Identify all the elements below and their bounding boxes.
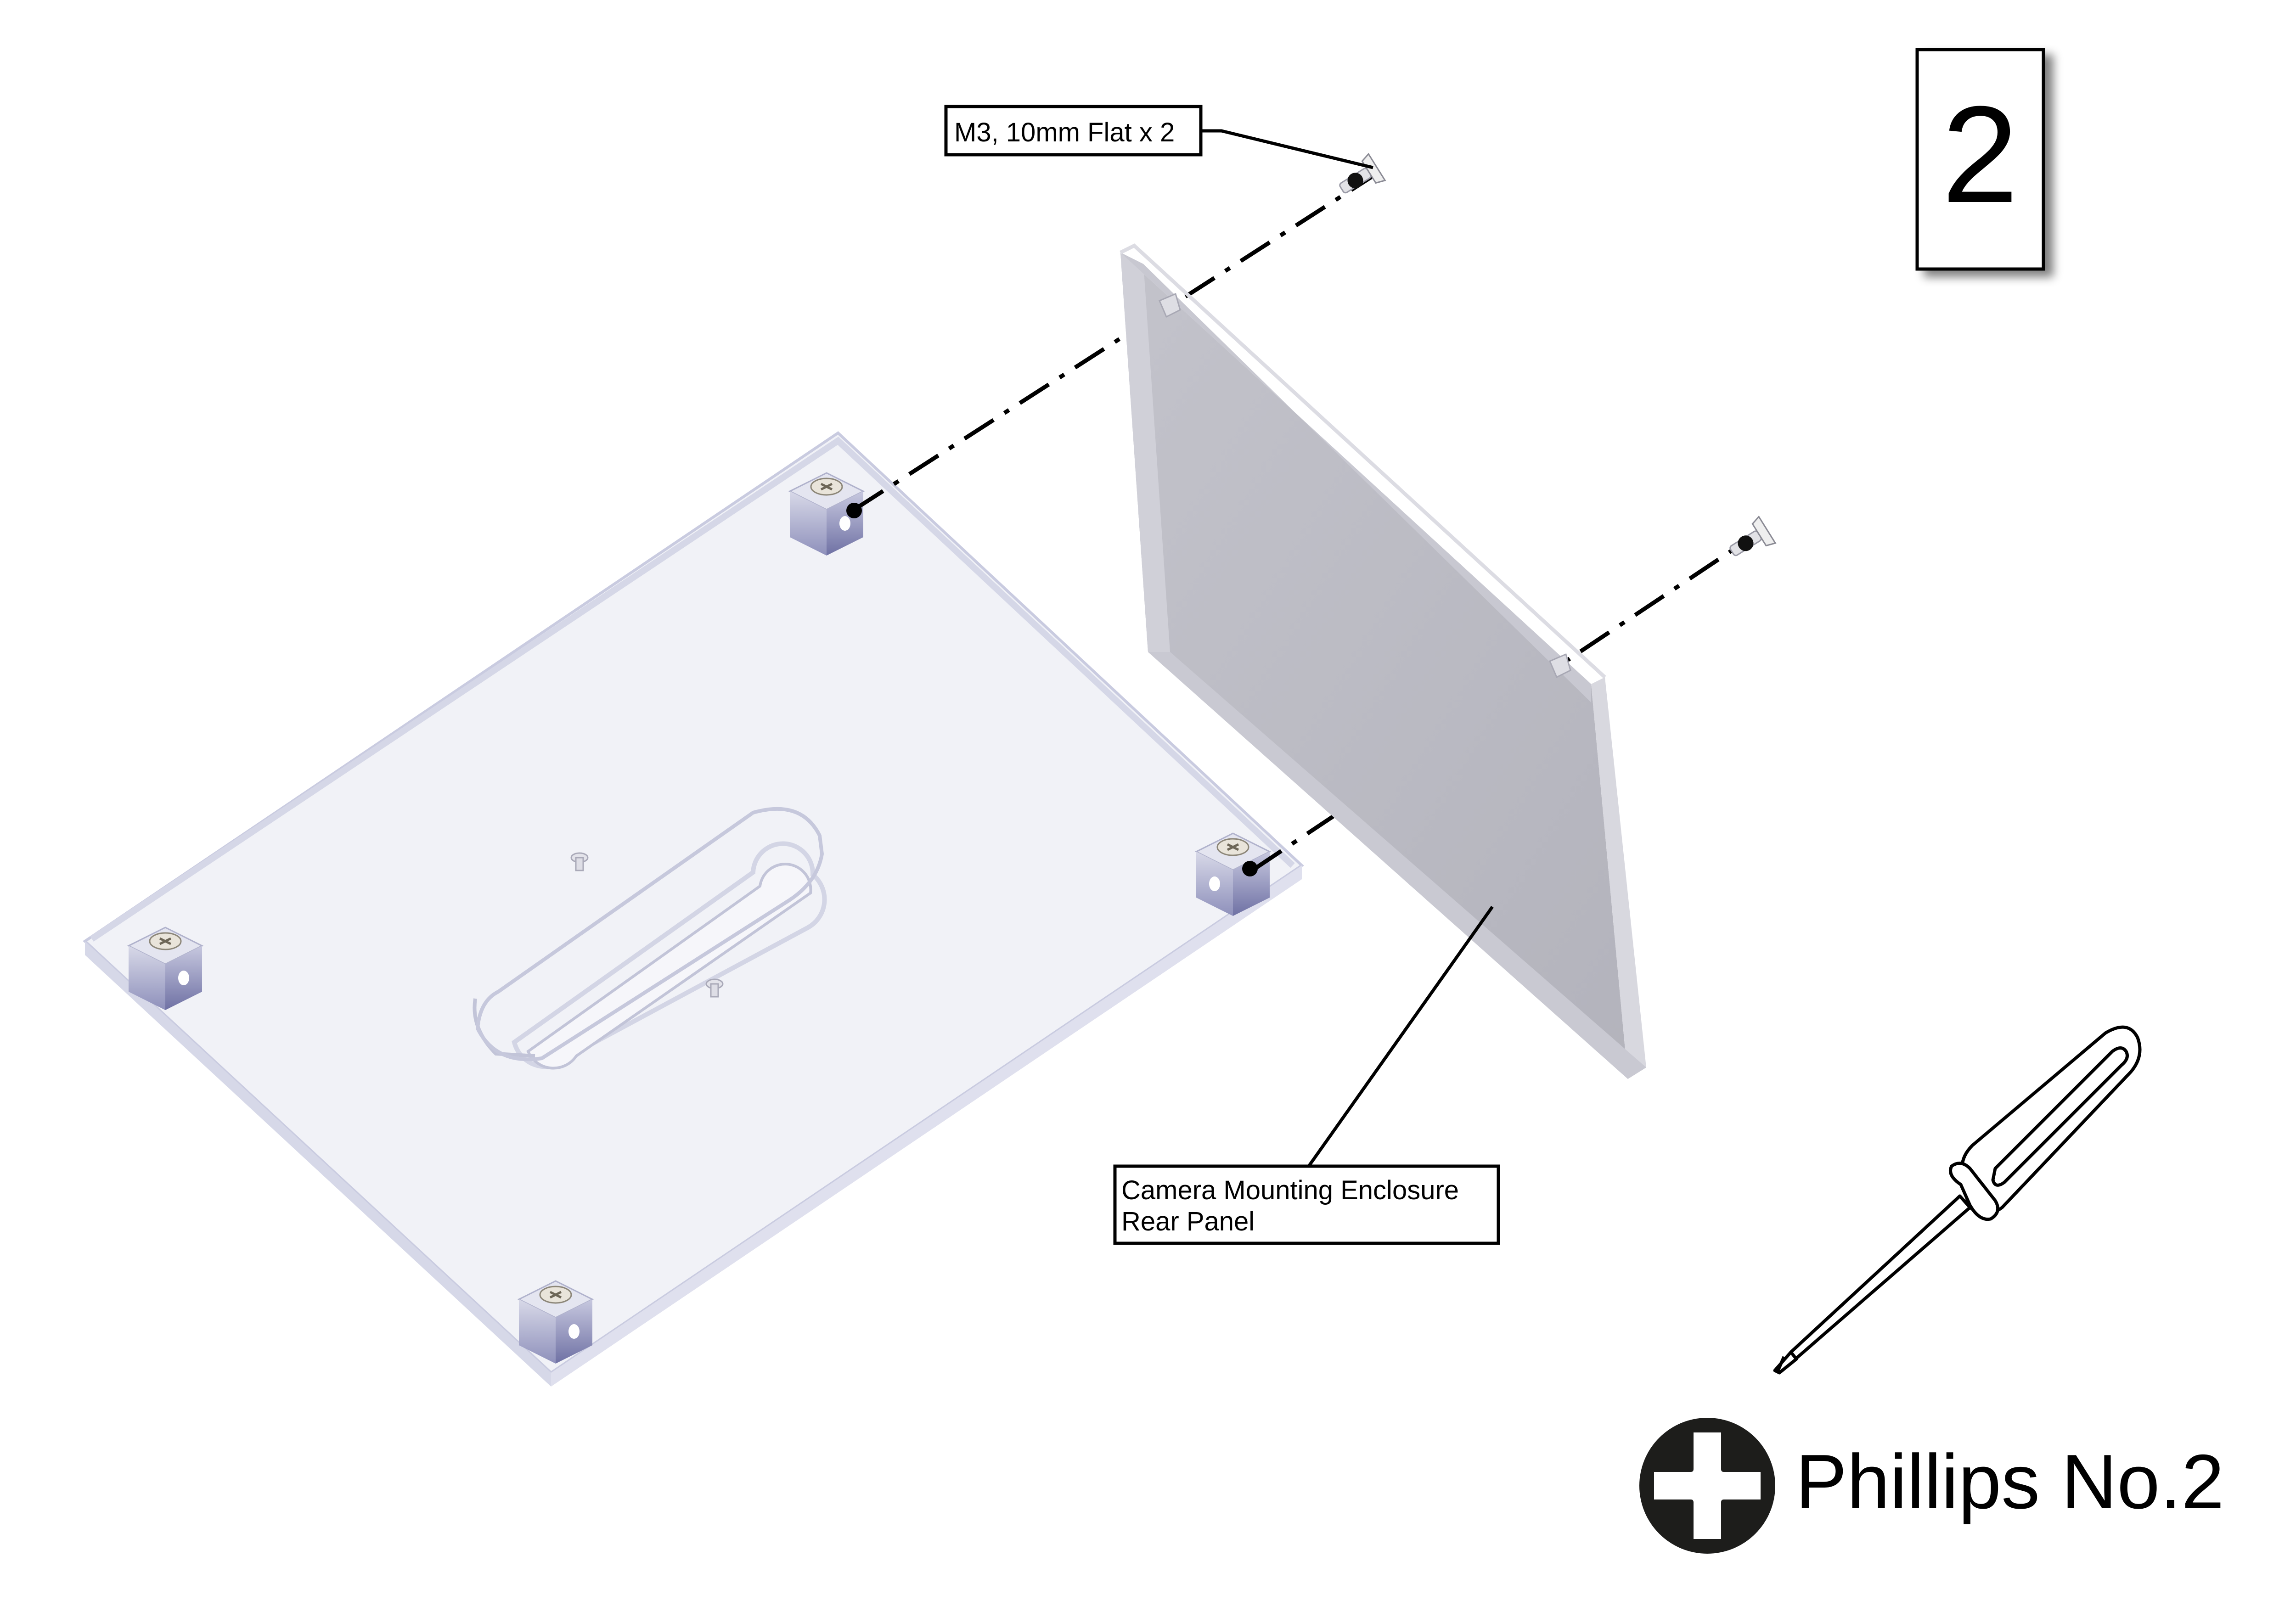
step-number: 2 xyxy=(1942,77,2019,231)
step-number-box xyxy=(1915,48,2045,271)
screw-head xyxy=(1216,838,1249,856)
screw-head xyxy=(539,1286,572,1304)
assembly-axis-line xyxy=(846,173,1377,518)
locating-pin xyxy=(705,978,724,998)
screws-callout: M3, 10mm Flat x 2 xyxy=(944,105,1373,169)
flat-head-screw xyxy=(1339,152,1386,194)
panel-callout-line1: Camera Mounting Enclosure xyxy=(1121,1175,1459,1205)
standoff-block xyxy=(1194,832,1272,916)
rear-panel xyxy=(1120,243,1646,1079)
panel-callout-line2: Rear Panel xyxy=(1121,1207,1255,1236)
standoff-block xyxy=(127,927,204,1010)
locating-pin xyxy=(570,852,589,871)
screws-callout-label: M3, 10mm Flat x 2 xyxy=(954,118,1175,147)
standoff-block xyxy=(517,1280,594,1364)
screwdriver-icon xyxy=(1773,1025,2142,1375)
flat-head-screw xyxy=(1729,515,1777,556)
phillips-head-icon xyxy=(1639,1418,1775,1554)
panel-callout: Camera Mounting Enclosure Rear Panel xyxy=(1113,905,1500,1245)
screw-head xyxy=(149,932,182,950)
standoff-block xyxy=(788,472,865,556)
tool-name: Phillips No.2 xyxy=(1795,1438,2224,1525)
screw-head xyxy=(810,477,843,496)
slot-cutout xyxy=(473,807,827,1070)
base-plate xyxy=(83,431,1304,1387)
